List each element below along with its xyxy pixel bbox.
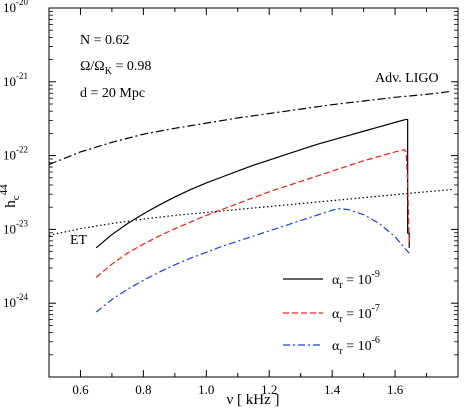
plot-frame: [48, 7, 459, 378]
x-axis-title: ν [ kHz ]: [226, 392, 279, 408]
legend-label-1e-7: αr = 10-7: [332, 303, 380, 325]
legend-label-1e-9: αr = 10-9: [332, 269, 380, 291]
x-tick-label: 0.8: [135, 382, 151, 397]
series-line-0: [95, 118, 410, 249]
svg-text:hc44: hc44: [0, 184, 22, 208]
annotation-omega: Ω/ΩK = 0.98: [80, 59, 151, 77]
series-line-1: [95, 149, 410, 278]
y-axis-title-sub: c: [10, 195, 22, 200]
y-tick-label: 10-21: [3, 71, 28, 89]
annotation-omega-value: = 0.98: [112, 59, 151, 74]
y-axis-title-main: h: [3, 200, 19, 208]
tick-labels: 0.6 0.8 1.0 1.2 1.4 1.6 10-24 10-23 10-22 10-21 10…: [3, 0, 404, 397]
annotation-distance: d = 20 Mpc: [80, 86, 145, 101]
legend-label-1e-6: αr = 10-6: [332, 335, 380, 357]
x-tick-label: 1.0: [198, 382, 214, 397]
y-tick-label: 10-22: [3, 145, 28, 163]
y-axis-title: hc44: [0, 184, 22, 208]
curve-label-et: ET: [70, 233, 88, 248]
series-line-4: [49, 188, 452, 236]
y-tick-label: 10-23: [3, 218, 28, 236]
y-tick-label: 10-20: [3, 0, 28, 15]
x-tick-label: 1.2: [261, 382, 277, 397]
y-tick-label: 10-24: [3, 292, 28, 310]
y-axis-title-sup: 44: [0, 184, 10, 196]
x-tick-label: 1.6: [387, 382, 404, 397]
series-line-3: [49, 90, 452, 166]
x-tick-label: 0.6: [72, 382, 89, 397]
x-tick-label: 1.4: [324, 382, 341, 397]
curve-label-adv-ligo: Adv. LIGO: [375, 71, 439, 86]
axis-ticks: [48, 7, 459, 378]
legend: αr = 10-9 αr = 10-7 αr = 10-6: [283, 269, 380, 357]
plot-curves: [49, 90, 452, 313]
series-line-2: [95, 208, 410, 313]
annotation-n: N = 0.62: [80, 33, 130, 48]
annotation-omega-sub: K: [105, 66, 113, 77]
